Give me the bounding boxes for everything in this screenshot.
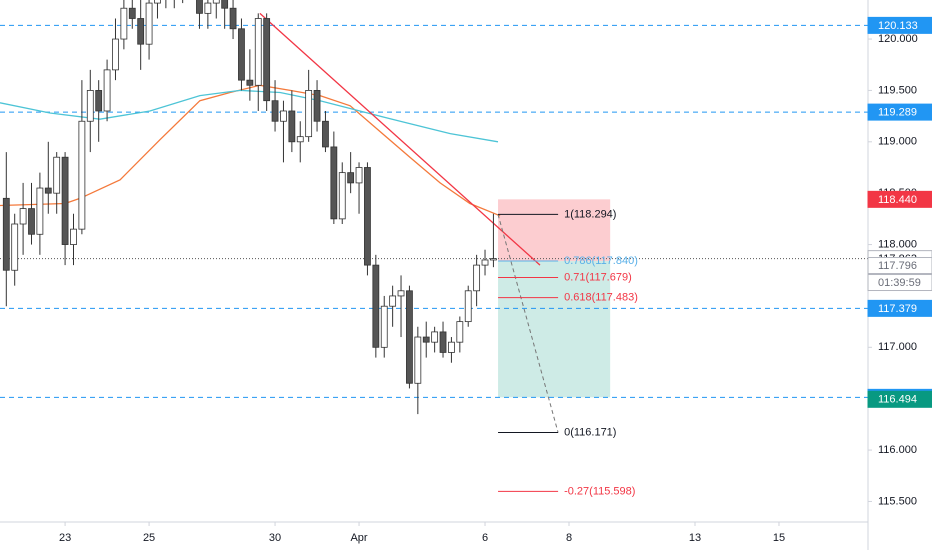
candle-body (414, 336, 422, 384)
candle-body (288, 110, 296, 143)
fib-label: -0.27(115.598) (564, 485, 635, 497)
candle-body (397, 290, 405, 297)
candle-body (154, 0, 161, 4)
price-tag-label: 120.133 (878, 20, 918, 32)
candle-body (95, 90, 103, 112)
candle-body (120, 7, 128, 40)
candle-body (431, 331, 439, 343)
candle-body (204, 2, 212, 14)
candle-body (53, 156, 61, 194)
price-tag-label: 116.494 (878, 394, 917, 406)
candle-body (422, 336, 430, 343)
price-tag (867, 190, 932, 208)
candle-body (355, 167, 363, 184)
candle-body (112, 38, 119, 71)
fib-label: 0(116.171) (564, 426, 616, 438)
x-tick-label: 8 (566, 532, 572, 544)
x-tick-label: 25 (143, 532, 155, 544)
candle-body (11, 223, 19, 271)
candle-body (19, 208, 27, 225)
price-tag-label: 117.796 (878, 260, 917, 272)
candle-body (137, 18, 145, 45)
x-tick-label: 23 (59, 532, 71, 544)
fib-label: 1(118.294) (564, 208, 616, 220)
fib-label: 0.618(117.483) (564, 292, 638, 304)
candle-body (271, 100, 279, 122)
price-tag (867, 257, 932, 275)
candle-body (406, 290, 413, 384)
y-tick-label: 117.000 (878, 341, 917, 353)
candle-body (448, 341, 455, 353)
candle-body (313, 90, 321, 122)
x-tick-label: Apr (350, 532, 367, 544)
y-tick-label: 116.000 (878, 444, 917, 456)
candle-body (70, 228, 77, 245)
x-tick-label: 13 (689, 532, 701, 544)
candle-body (229, 7, 237, 30)
fib-label: 0.786(117.840) (564, 255, 638, 267)
candle-body (380, 305, 388, 348)
candle-body (86, 90, 94, 122)
candle-body (481, 259, 489, 266)
candle-body (305, 90, 313, 138)
candle-body (322, 120, 329, 148)
x-tick-label: 30 (269, 532, 281, 544)
candle-body (372, 264, 380, 348)
candle-body (196, 0, 203, 14)
y-tick-label: 119.500 (878, 84, 917, 96)
candle-body (347, 172, 355, 184)
y-tick-label: 118.000 (878, 238, 917, 250)
candle-body (254, 18, 262, 86)
price-tag-label: 119.289 (878, 107, 917, 119)
candle-body (103, 69, 111, 112)
price-tag (867, 299, 932, 317)
candle-body (330, 146, 338, 220)
candle-body (78, 120, 86, 230)
candle-body (280, 110, 287, 122)
stop-zone (498, 199, 611, 261)
price-tag-label: 118.440 (878, 194, 917, 206)
y-tick-label: 119.000 (878, 136, 917, 148)
candle-body (44, 187, 52, 194)
candle-body (296, 136, 304, 143)
candle-body (145, 2, 153, 45)
candle-body (221, 0, 229, 9)
candle-body (473, 264, 481, 292)
candle-body (456, 321, 464, 343)
fib-trend (497, 214, 559, 433)
candle-body (212, 0, 220, 4)
countdown-label: 01:39:59 (878, 277, 921, 289)
candle-body (364, 167, 371, 266)
price-tag (867, 16, 932, 34)
candle-body (464, 290, 472, 323)
candle-body (246, 79, 254, 86)
price-tag-label: 117.379 (878, 303, 917, 315)
candle-body (439, 331, 447, 353)
y-tick-label: 115.500 (878, 495, 917, 507)
candle-body (128, 7, 136, 19)
price-tag (867, 103, 932, 121)
candle-body (36, 187, 44, 235)
candle-body (28, 208, 35, 235)
fib-label: 0.71(117.679) (564, 271, 632, 283)
price-tag (867, 390, 932, 408)
countdown-tag (867, 274, 932, 292)
x-tick-label: 15 (773, 532, 785, 544)
candle-body (338, 172, 346, 220)
candle-body (2, 197, 10, 271)
candle-body (389, 295, 397, 307)
candle-body (61, 156, 69, 245)
y-tick-label: 120.000 (878, 33, 918, 45)
x-tick-label: 6 (482, 532, 488, 544)
candle-body (490, 258, 497, 261)
candle-body (238, 28, 245, 81)
candle-body (263, 18, 271, 102)
